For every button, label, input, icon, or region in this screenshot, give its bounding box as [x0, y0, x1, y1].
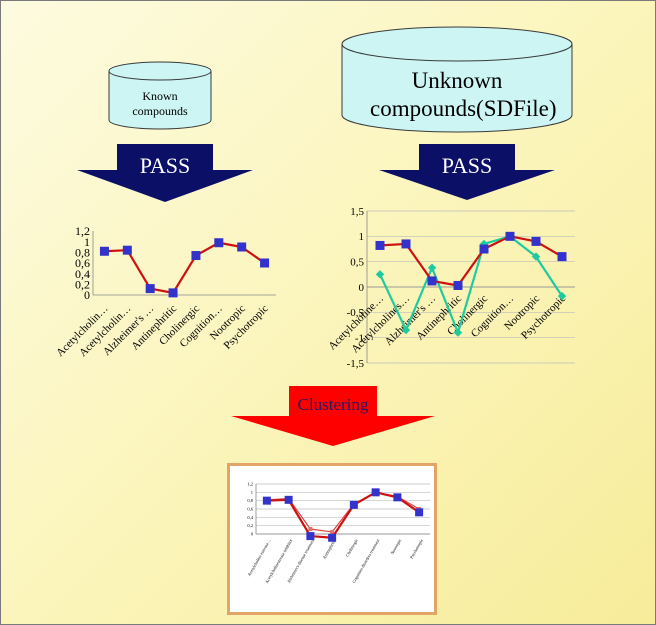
data-point-marker	[214, 238, 224, 248]
y-tick-label: 0,2	[75, 278, 90, 292]
y-tick-label: 1,2	[75, 224, 90, 238]
series-line	[379, 235, 563, 334]
clustering-arrow: Clustering	[229, 385, 437, 447]
y-tick-label: 0	[359, 282, 365, 294]
y-tick-label: 0,8	[247, 498, 253, 504]
data-point-marker	[505, 231, 515, 241]
unknown-compounds-chart: -1,5 -1 -0,5 0 0,5 1 1,5 Acetylcholine… Acetylch…	[319, 201, 581, 373]
y-tick-label: 0,2	[247, 523, 253, 529]
y-tick-label: 0	[84, 288, 90, 302]
x-tick-label: Acetylcholine esterase…	[246, 538, 271, 577]
x-tick-label: Cholinergic	[345, 538, 359, 558]
data-point-marker	[262, 496, 271, 505]
data-point-marker	[191, 251, 201, 261]
data-point-marker	[401, 325, 411, 335]
y-tick-label: 1,2	[247, 482, 253, 488]
data-point-marker	[260, 258, 270, 268]
data-point-marker	[145, 284, 155, 294]
data-point-marker	[427, 276, 437, 286]
y-tick-label: 0,5	[350, 257, 364, 269]
down-arrow-icon	[231, 386, 435, 446]
y-tick-label: 1	[251, 490, 253, 495]
x-tick-label: Nootropic	[389, 538, 402, 555]
y-tick-label: -1	[355, 333, 364, 345]
unknown-compounds-label: Unknown compounds(SDFile)	[370, 68, 557, 121]
unknown-compounds-database: Unknown compounds(SDFile)	[340, 25, 574, 135]
y-tick-label: 0	[251, 532, 254, 537]
data-point-marker	[330, 529, 335, 534]
clustering-label: Clustering	[297, 395, 369, 414]
data-point-marker	[168, 288, 178, 298]
data-point-marker	[99, 246, 109, 256]
y-tick-label: -1,5	[347, 358, 365, 370]
data-point-marker	[328, 533, 337, 542]
down-arrow-icon	[379, 144, 555, 200]
y-tick-label: 0,4	[75, 267, 90, 281]
data-point-marker	[349, 500, 358, 509]
known-database-cylinder-icon	[108, 61, 212, 130]
data-point-marker	[531, 236, 541, 246]
clustering-result-frame: 0 0,2 0,4 0,6 0,8 1 1,2 Acetylcholine esterase……	[227, 463, 437, 615]
data-point-marker	[371, 488, 380, 497]
pass-label-left: PASS	[139, 153, 191, 178]
data-point-marker	[531, 252, 541, 261]
data-point-marker	[306, 532, 315, 541]
unknown-compounds-chart-svg: -1,5-1-0,500,511,5Acetylcholine…Acetylch…	[326, 206, 575, 370]
data-point-marker	[479, 239, 489, 249]
data-point-marker	[237, 242, 247, 252]
data-point-marker	[453, 328, 463, 337]
known-compounds-chart: 0 0,2 0,4 0,6 0,8 1 1,2 Acetylcholin… Acetylchol…	[31, 223, 281, 383]
data-point-marker	[479, 244, 489, 254]
y-tick-label: 1,5	[350, 206, 364, 218]
data-point-marker	[557, 291, 567, 301]
y-tick-label: 0,6	[75, 256, 90, 270]
known-compounds-chart-svg: 00,20,40,60,811,2Acetylcholin…Acetylchol…	[54, 224, 276, 359]
y-tick-label: 1	[84, 235, 90, 249]
data-point-marker	[284, 495, 293, 504]
clustering-result-chart-svg: 0 0,2 0,4 0,6 0,8 1 1,2 Acetylcholine esterase……	[246, 482, 430, 584]
data-point-marker	[427, 263, 437, 272]
data-point-marker	[557, 252, 567, 262]
data-point-marker	[415, 508, 424, 517]
unknown-database-cylinder-icon	[341, 26, 573, 133]
x-tick-label: Psychotropic	[409, 538, 424, 560]
y-tick-label: -0,5	[347, 307, 365, 319]
down-arrow-icon	[77, 144, 253, 202]
y-tick-label: 0,4	[247, 515, 253, 521]
y-tick-label: 0,8	[75, 246, 90, 260]
data-point-marker	[393, 493, 402, 502]
pass-arrow-right: PASS	[377, 143, 557, 201]
known-compounds-label: Known compounds	[132, 89, 188, 118]
pass-label-right: PASS	[441, 153, 493, 178]
data-point-marker	[375, 240, 385, 250]
data-point-marker	[453, 280, 463, 290]
known-compounds-database: Known compounds	[107, 61, 213, 131]
data-point-marker	[375, 270, 385, 279]
y-tick-label: 1	[359, 231, 365, 243]
data-point-marker	[308, 527, 313, 531]
data-point-marker	[401, 239, 411, 249]
pass-arrow-left: PASS	[75, 143, 255, 203]
data-point-marker	[122, 245, 132, 255]
y-tick-label: 0,6	[247, 507, 253, 513]
